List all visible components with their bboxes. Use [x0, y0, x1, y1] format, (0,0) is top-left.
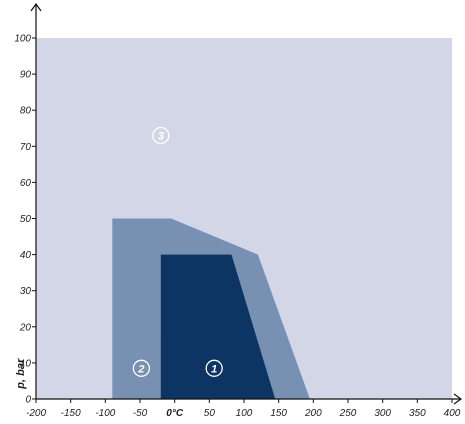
x-tick-label: -200: [26, 408, 46, 419]
x-tick-label: 150: [270, 408, 287, 419]
zone-1-area: [160, 254, 276, 399]
y-tick-label: 50: [20, 214, 32, 225]
y-tick-label: 10: [20, 358, 32, 369]
x-tick-label: -50: [133, 408, 148, 419]
zone-3-marker: [152, 126, 170, 145]
zones-layer: [36, 38, 452, 399]
x-tick-label: 50: [204, 408, 216, 419]
y-tick-label: 80: [20, 106, 32, 117]
zone-1-marker: [205, 359, 223, 377]
ticks-layer: -200 -150 -100 -50 0°C 50 100 150 200 250 300 350 40…: [14, 34, 460, 420]
y-tick-label: 90: [20, 70, 32, 81]
x-tick-label: -150: [61, 408, 81, 419]
x-tick-label: 400: [444, 408, 461, 419]
zone-3-label: 3: [158, 130, 164, 142]
x-axis-arrow: [453, 393, 463, 405]
x-tick-label: 300: [374, 408, 391, 419]
zone-labels-layer: 3 2 1: [132, 126, 223, 377]
x-tick-label: 0°C: [166, 408, 184, 419]
y-tick-label: 70: [20, 142, 32, 153]
y-tick-label: 30: [20, 286, 32, 297]
y-axis-title: p, bar: [15, 358, 27, 390]
y-tick-label: 20: [19, 322, 32, 333]
zone-2-label: 2: [137, 363, 144, 375]
zone-1-label: 1: [211, 363, 217, 375]
y-tick-label: 0: [25, 395, 31, 406]
x-tick-label: -100: [95, 408, 115, 419]
x-tick-label: 350: [409, 408, 426, 419]
x-tick-label: 100: [236, 408, 253, 419]
x-tick-label: 250: [339, 408, 357, 419]
y-axis-arrow: [30, 2, 42, 12]
y-tick-label: 60: [20, 178, 32, 189]
zone-2-marker: [132, 359, 151, 377]
y-tick-label: 40: [20, 250, 32, 261]
axes-layer: [30, 2, 463, 405]
x-tick-label: 200: [304, 408, 322, 419]
y-tick-label: 100: [14, 34, 31, 45]
